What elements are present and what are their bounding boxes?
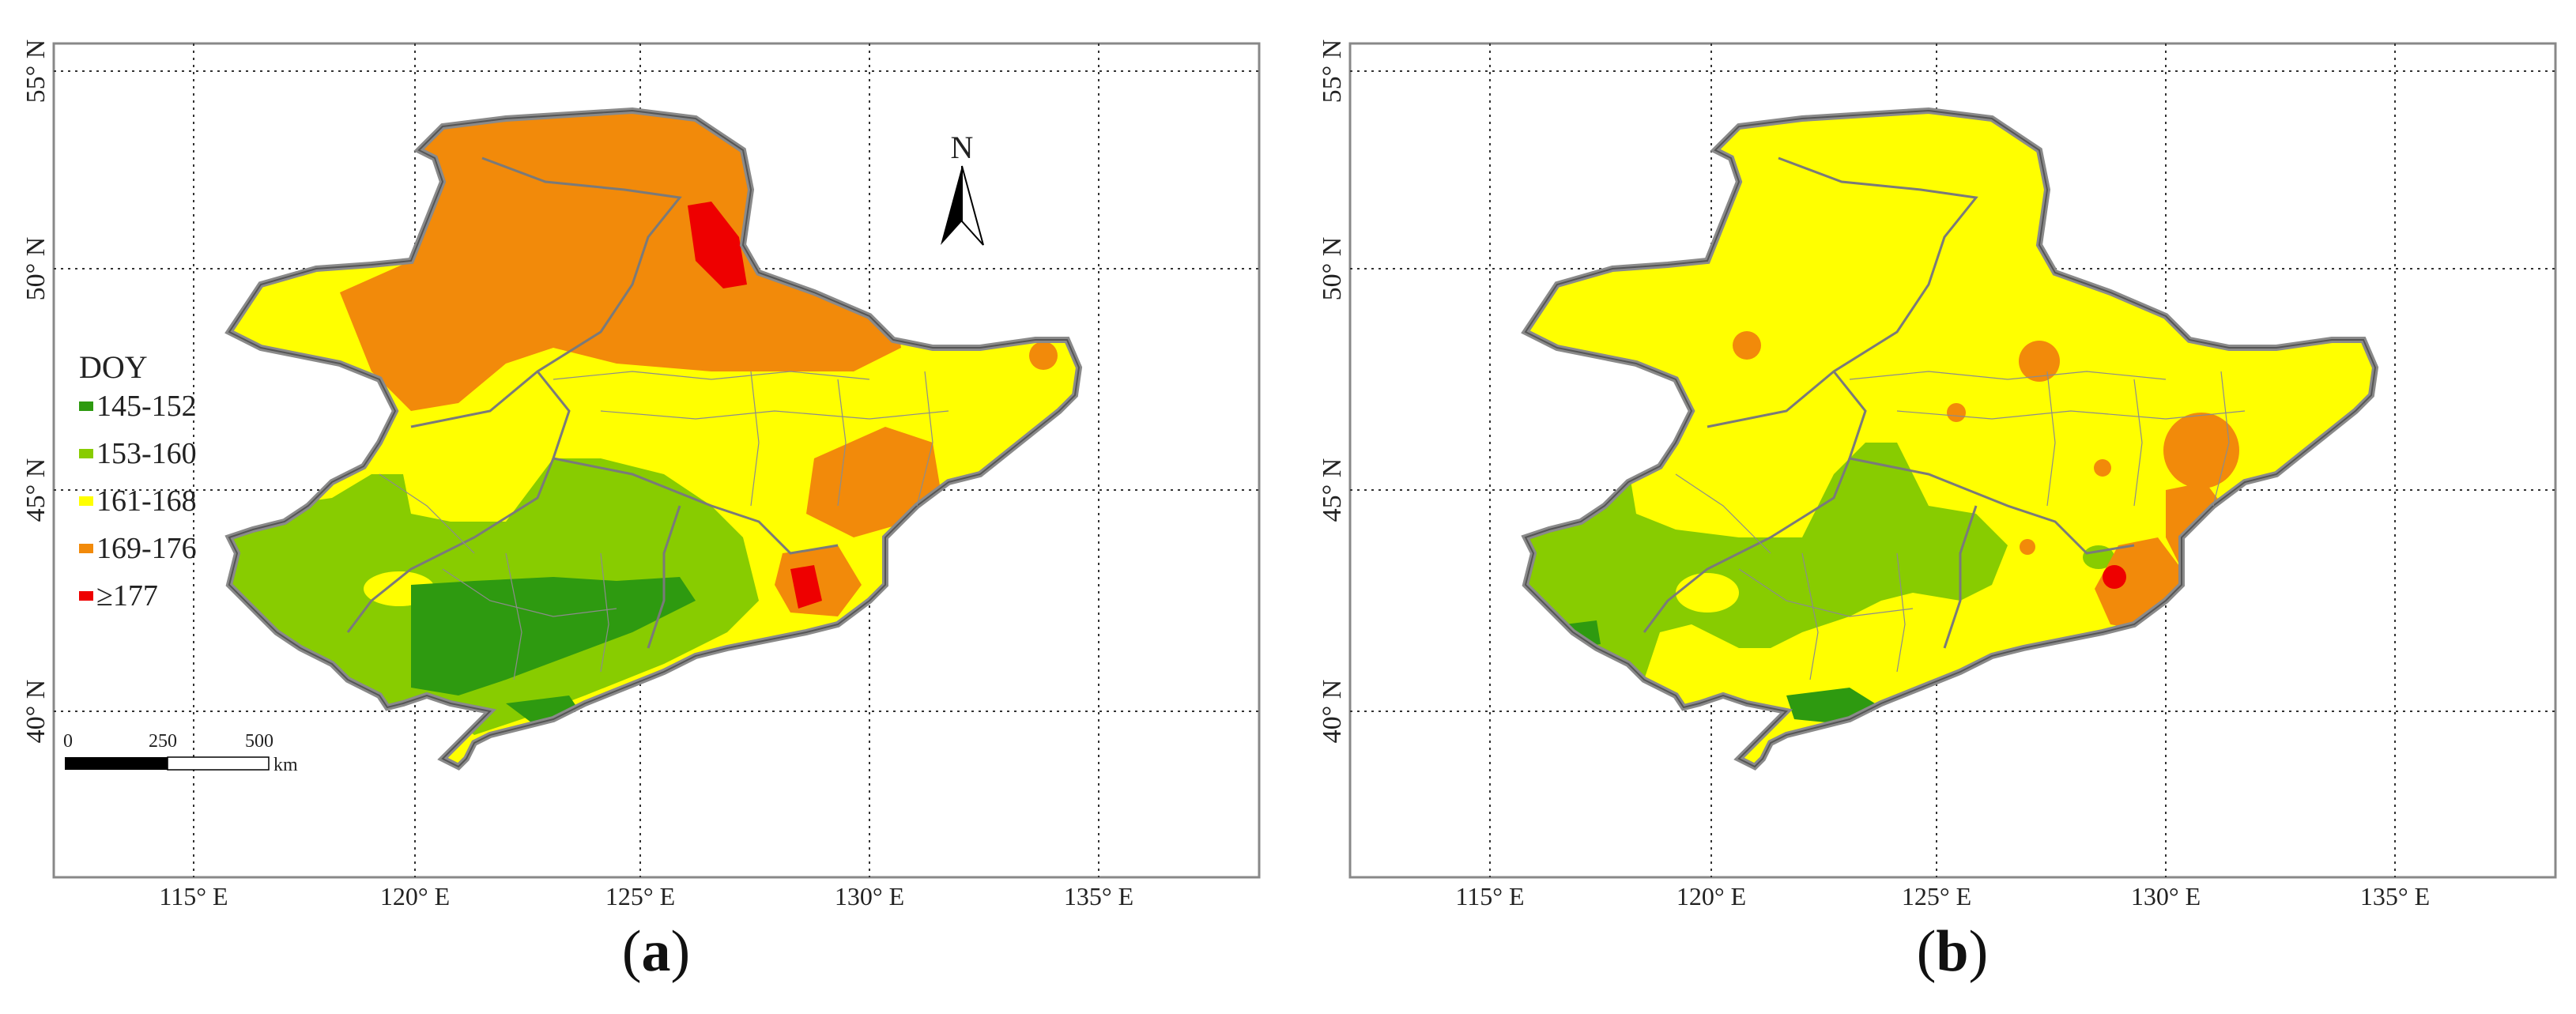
legend-swatch — [79, 591, 93, 601]
legend-swatch — [79, 449, 93, 458]
scale-unit: km — [273, 755, 298, 775]
lat-label: 55° N — [21, 40, 51, 104]
map-b-province-borders — [1643, 156, 2135, 649]
caption-a-letter: a — [641, 919, 671, 984]
map-panel-a: 55° N 50° N 45° N 40° N 115° E 120° E 12… — [0, 0, 1280, 909]
map-b-svg: 55° N 50° N 45° N 40° N 115° E 120° E 12… — [1318, 40, 2557, 909]
lon-label: 115° E — [159, 882, 228, 909]
scale-tick: 250 — [149, 731, 177, 752]
scale-tick: 500 — [245, 731, 273, 752]
scale-bar: 0 250 500 km — [63, 731, 298, 775]
map-b-county-borders — [1675, 371, 2246, 680]
legend-label: ≥177 — [96, 579, 158, 613]
map-a-province-borders — [346, 156, 839, 649]
legend-swatch — [79, 496, 93, 506]
legend-label: 161-168 — [96, 484, 197, 518]
map-a-graticule — [54, 43, 1259, 877]
lon-label: 130° E — [835, 882, 904, 909]
north-arrow-icon: N — [941, 130, 984, 246]
legend-swatch — [79, 544, 93, 553]
map-a-county-borders — [379, 371, 949, 680]
legend-label: 145-152 — [96, 390, 197, 423]
caption-a: (a) — [621, 919, 691, 984]
lon-label: 135° E — [1064, 882, 1133, 909]
legend-swatch — [79, 401, 93, 411]
lon-label: 125° E — [1902, 882, 1971, 909]
lon-label: 130° E — [2131, 882, 2201, 909]
legend-label: 153-160 — [96, 437, 197, 470]
north-arrow-label: N — [951, 130, 974, 165]
lat-label: 55° N — [1318, 40, 1347, 104]
scale-tick: 0 — [63, 731, 73, 752]
lon-label: 120° E — [1676, 882, 1746, 909]
lat-label: 40° N — [1318, 680, 1347, 744]
map-panel-b: 55° N 50° N 45° N 40° N 115° E 120° E 12… — [1296, 0, 2576, 909]
caption-b: (b) — [1916, 919, 1989, 984]
legend-title: DOY — [79, 349, 148, 385]
lon-label: 135° E — [2360, 882, 2430, 909]
lon-label: 115° E — [1455, 882, 1524, 909]
lat-label: 45° N — [21, 458, 51, 522]
lat-label: 45° N — [1318, 458, 1347, 522]
legend: DOY 145-152 153-160 161-168 169-176 ≥177 — [79, 349, 197, 613]
lat-label: 40° N — [21, 680, 51, 744]
lon-label: 125° E — [605, 882, 675, 909]
caption-b-letter: b — [1936, 919, 1969, 984]
lon-label: 120° E — [380, 882, 450, 909]
lat-label: 50° N — [1318, 237, 1347, 301]
map-b-graticule — [1350, 43, 2555, 877]
legend-label: 169-176 — [96, 532, 197, 565]
map-a-svg: 55° N 50° N 45° N 40° N 115° E 120° E 12… — [21, 40, 1261, 909]
lat-label: 50° N — [21, 237, 51, 301]
